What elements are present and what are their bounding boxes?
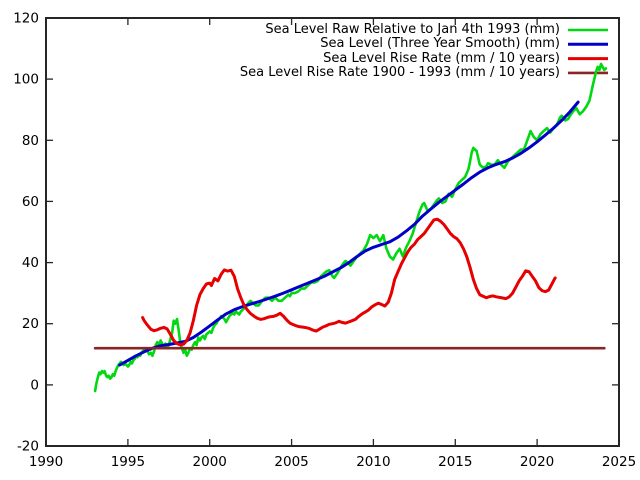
series-line-2 (141, 217, 557, 347)
y-tick-label: -20 (17, 439, 39, 455)
legend-label-raw: Sea Level Raw Relative to Jan 4th 1993 (… (265, 22, 560, 37)
series-line-1 (118, 100, 580, 367)
x-tick-label: 2000 (193, 454, 227, 470)
x-tick-label: 2025 (602, 454, 636, 470)
y-tick-label: 20 (22, 316, 39, 332)
x-tick-label: 2020 (520, 454, 554, 470)
plot-border (45, 17, 620, 447)
x-tick-label: 2015 (438, 454, 472, 470)
y-tick-label: 120 (13, 11, 39, 27)
y-tick-label: 40 (22, 255, 39, 271)
x-tick-label: 2010 (356, 454, 390, 470)
x-tick-label: 2005 (274, 454, 308, 470)
legend-label-rise-rate-1900: Sea Level Rise Rate 1900 - 1993 (mm / 10… (239, 64, 560, 80)
y-tick-label: 80 (22, 133, 39, 149)
x-tick-label: 1990 (29, 454, 63, 470)
legend-label-rise-rate: Sea Level Rise Rate (mm / 10 years) (323, 50, 560, 66)
series-line-0 (93, 62, 608, 393)
legend-item-smooth: Sea Level (Three Year Smooth) (mm) (240, 37, 560, 51)
legend-item-rise-rate: Sea Level Rise Rate (mm / 10 years) (240, 50, 560, 66)
y-tick-label: 0 (30, 377, 39, 393)
y-tick-label: 60 (22, 194, 39, 210)
y-tick-label: 100 (13, 72, 39, 88)
legend-item-raw: Sea Level Raw Relative to Jan 4th 1993 (… (240, 22, 560, 37)
legend-item-rise-rate-1900: Sea Level Rise Rate 1900 - 1993 (mm / 10… (239, 64, 560, 80)
x-tick-label: 1995 (111, 454, 145, 470)
legend: Sea Level Raw Relative to Jan 4th 1993 (… (239, 22, 560, 80)
legend-label-smooth: Sea Level (Three Year Smooth) (mm) (320, 36, 560, 52)
